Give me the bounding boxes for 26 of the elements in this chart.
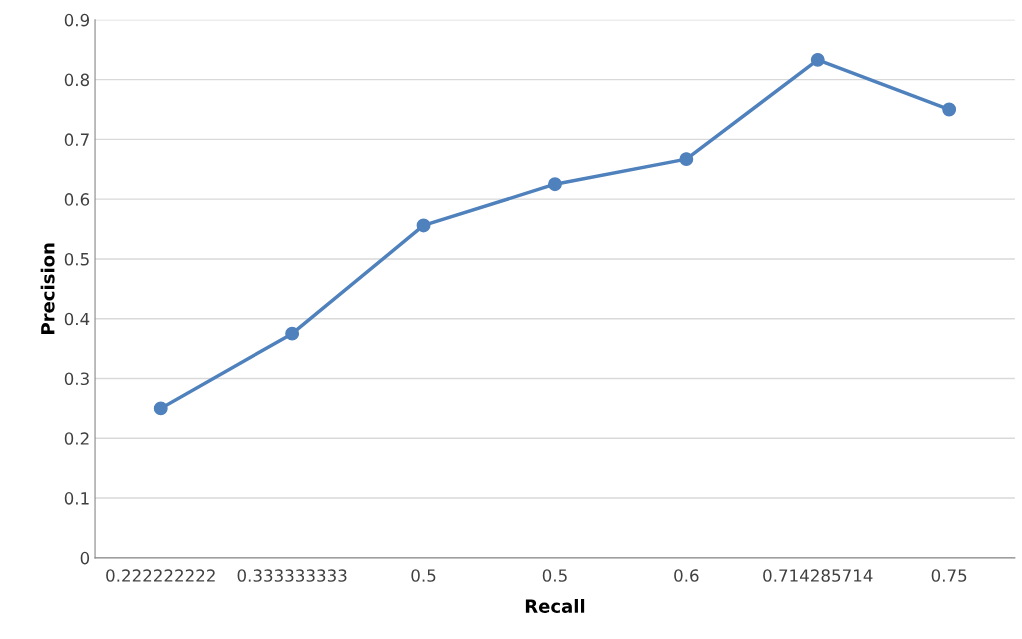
x-tick-label: 0.75 — [931, 569, 967, 582]
y-tick-label: 0.1 — [64, 492, 89, 505]
y-tick-label: 0.3 — [64, 372, 89, 386]
point — [416, 218, 431, 233]
point — [285, 326, 300, 341]
x-tick-label: 0.5 — [411, 569, 436, 582]
x-tick-label: 0.6 — [674, 569, 699, 582]
y-tick-label: 0.7 — [64, 133, 89, 146]
y-tick-label: 0.8 — [64, 73, 90, 87]
x-tick-label: 0.714285714 — [763, 569, 873, 582]
y-tick-label: 0.6 — [64, 193, 90, 206]
y-tick-label: 0 — [80, 551, 90, 565]
x-tick-label: 0.222222222 — [106, 569, 215, 582]
point — [679, 152, 694, 167]
point — [548, 177, 562, 192]
y-tick-label: 0.4 — [64, 312, 90, 326]
point — [153, 401, 168, 416]
x-tick-label: 0.333333333 — [237, 569, 347, 582]
x-axis-title: Recall — [525, 598, 585, 613]
y-axis-title: Precision — [40, 243, 55, 334]
y-tick-label: 0.2 — [64, 432, 89, 445]
point — [810, 52, 825, 67]
x-tick-label: 0.5 — [542, 569, 567, 582]
y-tick-label: 0.9 — [64, 13, 90, 27]
y-tick-label: 0.5 — [64, 252, 89, 266]
point — [942, 102, 957, 117]
